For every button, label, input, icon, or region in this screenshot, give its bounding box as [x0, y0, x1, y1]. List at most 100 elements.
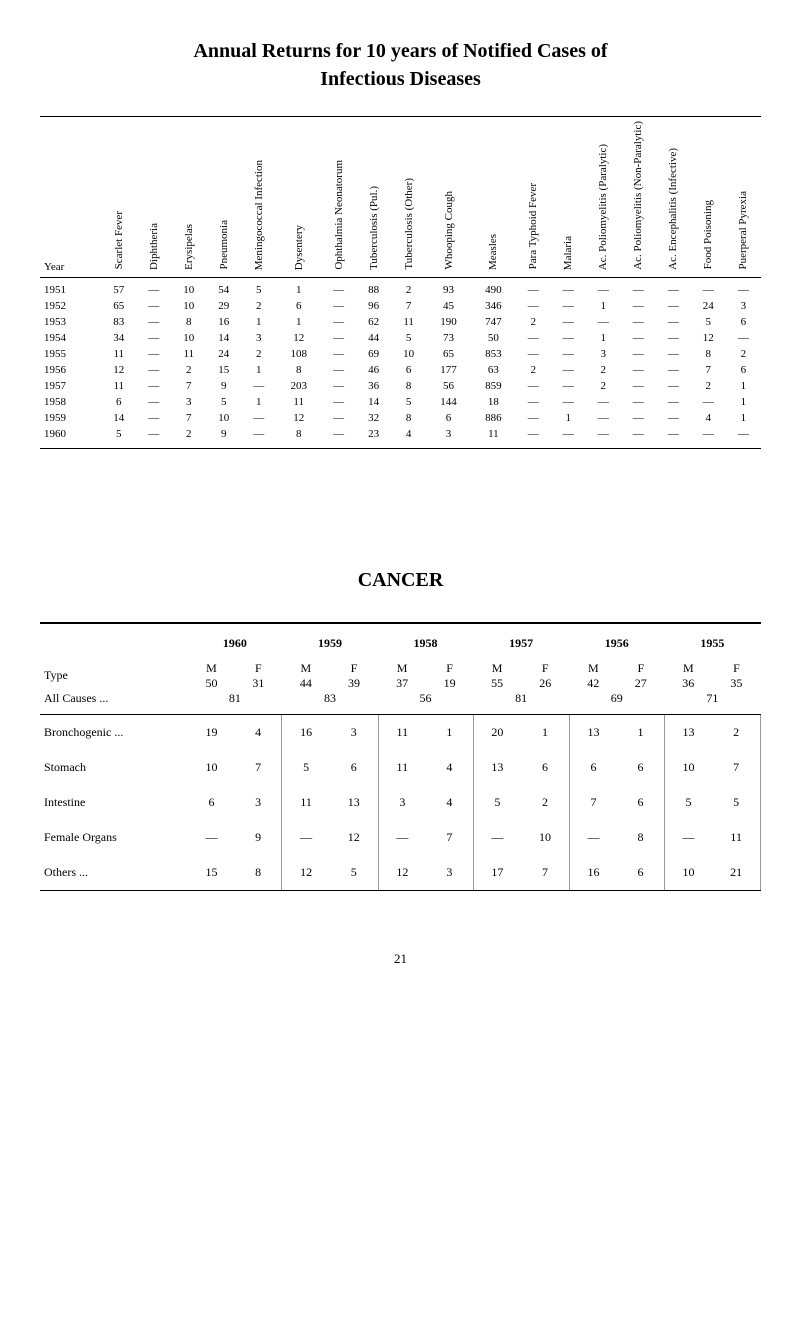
data-cell-f: 7: [235, 750, 282, 785]
data-cell: —: [656, 394, 691, 410]
data-cell: —: [551, 378, 586, 394]
data-cell: —: [621, 330, 656, 346]
data-cell-f: 6: [617, 785, 664, 820]
data-cell: —: [516, 346, 551, 362]
data-cell: —: [516, 277, 551, 298]
table-row: 195383—81611—62111907472————56: [40, 314, 761, 330]
data-cell: 69: [356, 346, 391, 362]
f-header: F19: [426, 656, 473, 691]
year-header: 1958: [378, 624, 473, 656]
column-header-label: Whooping Cough: [443, 191, 455, 270]
data-cell: —: [621, 298, 656, 314]
data-cell-m: 6: [188, 785, 235, 820]
data-cell-f: 13: [330, 785, 378, 820]
data-cell: 1: [276, 314, 321, 330]
data-cell: —: [621, 346, 656, 362]
data-cell: 2: [691, 378, 726, 394]
data-cell: 65: [426, 346, 471, 362]
data-cell: 6: [426, 410, 471, 426]
data-cell: 2: [726, 346, 761, 362]
data-cell: —: [621, 410, 656, 426]
data-cell: —: [586, 426, 621, 448]
data-cell: 2: [516, 362, 551, 378]
data-cell-f: 1: [426, 714, 473, 750]
data-cell-m: 13: [569, 714, 617, 750]
data-cell: 12: [276, 410, 321, 426]
data-cell-f: 3: [235, 785, 282, 820]
data-cell-f: 5: [712, 785, 760, 820]
data-cell: —: [586, 314, 621, 330]
data-cell-m: 20: [473, 714, 521, 750]
cancer-thead: 196019591958195719561955 TypeM50F31M44F3…: [40, 624, 761, 715]
column-header-label: Scarlet Fever: [113, 211, 125, 269]
data-cell: —: [656, 362, 691, 378]
data-cell: 10: [171, 277, 206, 298]
column-header: Ac. Encephalitis (Infective): [656, 117, 691, 277]
cancer-tbody: Bronchogenic ...194163111201131132Stomac…: [40, 714, 761, 890]
data-cell: —: [551, 314, 586, 330]
diseases-thead: YearScarlet FeverDiphtheriaErysipelasPne…: [40, 117, 761, 277]
data-cell: 5: [691, 314, 726, 330]
data-cell: 96: [356, 298, 391, 314]
data-cell: 3: [726, 298, 761, 314]
data-cell: —: [656, 378, 691, 394]
data-cell: —: [621, 394, 656, 410]
column-header: Para Typhoid Fever: [516, 117, 551, 277]
data-cell: —: [621, 378, 656, 394]
data-cell-m: 15: [188, 855, 235, 890]
data-cell: 1: [241, 362, 276, 378]
data-cell: —: [516, 298, 551, 314]
data-cell: 2: [241, 346, 276, 362]
row-label: Female Organs: [40, 820, 188, 855]
data-cell: 490: [471, 277, 516, 298]
data-cell: 32: [356, 410, 391, 426]
data-cell: —: [321, 362, 356, 378]
data-cell: —: [516, 394, 551, 410]
data-cell-m: —: [188, 820, 235, 855]
data-cell: 6: [391, 362, 426, 378]
data-cell-f: 4: [235, 714, 282, 750]
year-header: 1960: [188, 624, 282, 656]
data-cell: 8: [171, 314, 206, 330]
data-cell: 11: [276, 394, 321, 410]
data-cell: 1: [241, 314, 276, 330]
year-cell: 1952: [40, 298, 101, 314]
column-header-label: Measles: [487, 234, 499, 270]
data-cell: —: [321, 298, 356, 314]
row-label: Bronchogenic ...: [40, 714, 188, 750]
year-header: 1956: [569, 624, 664, 656]
data-cell: 46: [356, 362, 391, 378]
data-cell: 1: [726, 378, 761, 394]
row-label: Stomach: [40, 750, 188, 785]
column-header-label: Puerperal Pyrexia: [737, 191, 749, 270]
data-cell: 44: [356, 330, 391, 346]
column-header-label: Malaria: [562, 236, 574, 270]
data-cell: —: [691, 394, 726, 410]
m-header: M50: [188, 656, 235, 691]
data-cell-f: 1: [617, 714, 664, 750]
column-header: Ophthalmia Neonatorum: [321, 117, 356, 277]
column-header: Measles: [471, 117, 516, 277]
data-cell: —: [321, 426, 356, 448]
table-row: 195434—1014312—4457350——1——12—: [40, 330, 761, 346]
data-cell: 2: [171, 362, 206, 378]
data-cell: —: [321, 378, 356, 394]
data-cell: 62: [356, 314, 391, 330]
diseases-table: YearScarlet FeverDiphtheriaErysipelasPne…: [40, 117, 761, 448]
data-cell: 50: [471, 330, 516, 346]
m-header: M42: [569, 656, 617, 691]
column-header-label: Meningococcal Infection: [253, 160, 265, 270]
data-cell-f: 6: [521, 750, 569, 785]
total-cell: 71: [664, 691, 760, 715]
data-cell: 10: [171, 298, 206, 314]
data-cell: —: [586, 277, 621, 298]
data-cell: 11: [101, 346, 136, 362]
data-cell-m: 5: [473, 785, 521, 820]
data-cell: 8: [691, 346, 726, 362]
data-cell: —: [551, 330, 586, 346]
data-cell: 5: [206, 394, 241, 410]
column-header-label: Food Poisoning: [702, 200, 714, 269]
table-row: 195511—11242108—691065853——3——82: [40, 346, 761, 362]
table-row: 195612—21518—466177632—2——76: [40, 362, 761, 378]
data-cell: —: [136, 362, 171, 378]
